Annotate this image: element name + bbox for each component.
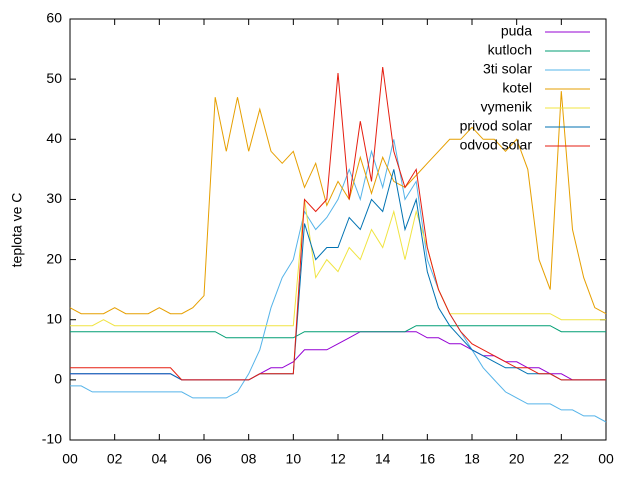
- y-axis-label: teplota ve C: [9, 193, 25, 268]
- x-tick-label: 06: [196, 451, 212, 467]
- legend-label: kotel: [502, 80, 532, 96]
- x-tick-label: 16: [420, 451, 436, 467]
- x-tick-label: 12: [330, 451, 346, 467]
- series-line: [70, 139, 607, 423]
- y-tick-label: -10: [42, 431, 62, 447]
- y-tick-label: 60: [46, 10, 62, 26]
- x-tick-label: 20: [509, 451, 525, 467]
- y-tick-label: 20: [46, 250, 62, 266]
- x-tick-label: 02: [107, 451, 123, 467]
- y-tick-label: 0: [54, 371, 62, 387]
- x-tick-label: 10: [286, 451, 302, 467]
- legend-label: privod solar: [460, 118, 533, 134]
- x-tick-label: 14: [375, 451, 391, 467]
- y-tick-label: 10: [46, 310, 62, 326]
- legend-label: 3ti solar: [483, 61, 532, 77]
- series-line: [69, 91, 607, 315]
- x-tick-label: 18: [464, 451, 480, 467]
- legend-label: puda: [501, 23, 532, 39]
- series-line: [70, 199, 606, 327]
- x-tick-label: 00: [62, 451, 78, 467]
- x-tick-label: 08: [241, 451, 257, 467]
- x-tick-label: 00: [598, 451, 614, 467]
- series-line: [70, 325, 606, 339]
- y-tick-label: 30: [46, 190, 62, 206]
- x-tick-label: 04: [152, 451, 168, 467]
- x-tick-label: 22: [554, 451, 570, 467]
- series-line: [70, 67, 606, 381]
- y-tick-label: 50: [46, 70, 62, 86]
- legend-label: odvod solar: [460, 137, 533, 153]
- legend-label: kutloch: [488, 42, 532, 58]
- legend-label: vymenik: [481, 99, 533, 115]
- y-tick-label: 40: [46, 130, 62, 146]
